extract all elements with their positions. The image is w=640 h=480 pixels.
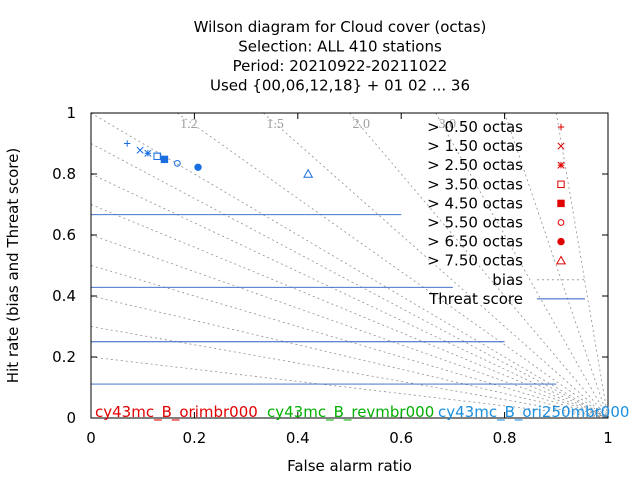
legend-marker — [557, 219, 565, 226]
bias-line — [90, 295, 609, 419]
legend-marker — [555, 255, 567, 265]
y-tick-label: 0.4 — [52, 287, 76, 305]
axis-ticks: 0 0.2 0.4 0.6 0.8 1 0 0.2 0.4 0.6 0.8 1 — [52, 104, 613, 447]
data-point — [136, 146, 144, 154]
run-label: cy43mc_B_revmbr000 — [267, 403, 434, 422]
legend-marker — [557, 180, 565, 189]
legend-entry: Threat score — [428, 290, 523, 308]
data-point — [144, 149, 152, 157]
x-tick-label: 0.6 — [389, 429, 413, 447]
legend-entry: > 0.50 octas — [427, 118, 523, 136]
run-label: cy43mc_B_ori250mbr000 — [438, 403, 629, 422]
x-tick-label: 0.8 — [493, 429, 517, 447]
legend-entry: bias — [492, 271, 523, 289]
x-tick-label: 0 — [86, 429, 96, 447]
bias-line — [349, 112, 609, 419]
legend-marker — [557, 142, 565, 150]
data-point — [153, 152, 161, 161]
bias-line — [504, 112, 609, 419]
legend-entry: > 2.50 octas — [427, 156, 523, 174]
data-point — [194, 163, 202, 171]
legend-entry: > 4.50 octas — [427, 194, 523, 212]
y-tick-label: 0 — [66, 409, 76, 427]
y-tick-label: 1 — [66, 104, 76, 122]
chart-title: Wilson diagram for Cloud cover (octas) Se… — [194, 18, 487, 95]
x-tick-label: 0.4 — [286, 429, 310, 447]
legend-entry: > 3.50 octas — [427, 175, 523, 193]
x-tick-label: 0.2 — [182, 429, 206, 447]
y-tick-label: 0.8 — [52, 165, 76, 183]
data-point — [160, 155, 169, 164]
x-tick-label: 1 — [603, 429, 613, 447]
bias-lines: 1.2 1.5 2.0 3.0 — [90, 112, 609, 419]
legend-marker — [557, 161, 565, 169]
bias-line — [90, 112, 609, 419]
bias-line — [435, 112, 609, 419]
title-line: Used {00,06,12,18} + 01 02 ... 36 — [210, 77, 470, 95]
bias-label: 2.0 — [353, 117, 371, 132]
run-label: cy43mc_B_orimbr000 — [95, 403, 258, 422]
legend-entry: > 5.50 octas — [427, 214, 523, 232]
legend-entry: > 7.50 octas — [427, 252, 523, 270]
data-points — [123, 140, 314, 178]
x-axis-label: False alarm ratio — [287, 457, 412, 475]
y-axis-label: Hit rate (bias and Threat score) — [4, 148, 22, 383]
bias-line — [90, 143, 609, 419]
legend: > 0.50 octas> 1.50 octas> 2.50 octas> 3.… — [427, 118, 585, 308]
title-line: Selection: ALL 410 stations — [238, 38, 442, 56]
legend-marker — [557, 237, 565, 246]
bias-line — [90, 173, 609, 419]
y-tick-label: 0.2 — [52, 348, 76, 366]
legend-entry: > 6.50 octas — [427, 233, 523, 251]
data-point — [153, 152, 161, 161]
title-line: Period: 20210922-20211022 — [233, 57, 448, 75]
bias-line — [555, 112, 609, 419]
bias-line — [90, 356, 609, 419]
data-point — [173, 159, 181, 167]
title-line: Wilson diagram for Cloud cover (octas) — [194, 18, 487, 36]
bias-line — [263, 112, 609, 419]
y-tick-label: 0.6 — [52, 226, 76, 244]
bias-line — [90, 234, 609, 419]
bias-label: 1.5 — [266, 117, 284, 132]
run-labels: cy43mc_B_orimbr000 cy43mc_B_revmbr000 cy43… — [95, 403, 629, 422]
bias-label: 3.0 — [439, 117, 457, 132]
legend-marker — [557, 199, 565, 208]
bias-line — [90, 204, 609, 419]
legend-entry: > 1.50 octas — [427, 137, 523, 155]
data-point — [303, 168, 314, 178]
plot-frame — [90, 112, 609, 419]
bias-line — [176, 112, 609, 419]
bias-label: 1.2 — [180, 117, 198, 132]
